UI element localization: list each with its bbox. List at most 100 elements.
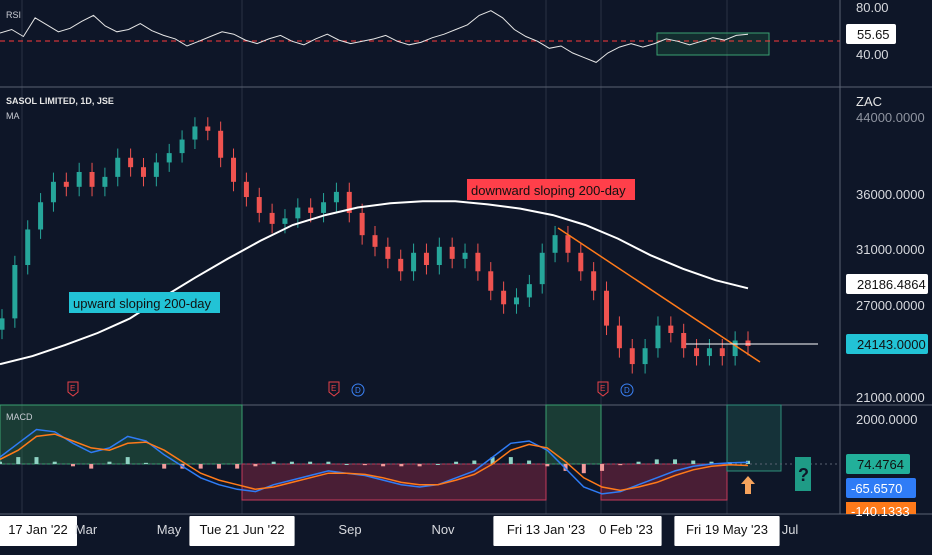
- candle[interactable]: [128, 148, 134, 177]
- macd-histogram-bar[interactable]: [472, 460, 477, 464]
- candle[interactable]: [346, 182, 352, 223]
- macd-histogram-bar[interactable]: [216, 464, 221, 469]
- candle[interactable]: [642, 339, 648, 374]
- candle[interactable]: [359, 203, 365, 245]
- candle[interactable]: [436, 237, 442, 275]
- candle[interactable]: [50, 172, 56, 212]
- candle[interactable]: [694, 339, 700, 366]
- candle[interactable]: [488, 262, 494, 301]
- macd-label[interactable]: MACD: [6, 412, 33, 422]
- earnings-marker-2[interactable]: E: [328, 381, 340, 397]
- candle[interactable]: [629, 339, 635, 374]
- candle[interactable]: [732, 331, 738, 366]
- candle[interactable]: [321, 193, 327, 223]
- price-candles[interactable]: [0, 117, 751, 374]
- candle[interactable]: [333, 182, 339, 212]
- macd-bear-zone-2[interactable]: [600, 463, 728, 501]
- question-marker[interactable]: ?: [795, 457, 811, 491]
- candle[interactable]: [552, 225, 558, 263]
- candle[interactable]: [475, 243, 481, 281]
- macd-bull-zone-1[interactable]: [0, 404, 243, 465]
- macd-histogram[interactable]: [0, 457, 750, 474]
- macd-histogram-bar[interactable]: [417, 464, 422, 467]
- ma-legend[interactable]: MA: [6, 111, 20, 121]
- candle[interactable]: [0, 309, 5, 340]
- candle[interactable]: [243, 172, 249, 207]
- macd-histogram-bar[interactable]: [107, 461, 112, 464]
- candle[interactable]: [63, 172, 69, 197]
- candle[interactable]: [706, 339, 712, 366]
- macd-watch-zone[interactable]: [726, 404, 782, 472]
- candle[interactable]: [449, 237, 455, 269]
- candle[interactable]: [604, 281, 610, 336]
- macd-histogram-bar[interactable]: [454, 461, 459, 464]
- candle[interactable]: [179, 130, 185, 163]
- macd-histogram-bar[interactable]: [381, 464, 386, 467]
- candle[interactable]: [719, 339, 725, 366]
- macd-histogram-bar[interactable]: [198, 464, 203, 469]
- macd-histogram-bar[interactable]: [545, 464, 550, 467]
- macd-histogram-bar[interactable]: [362, 464, 367, 466]
- macd-histogram-bar[interactable]: [52, 461, 57, 464]
- candle[interactable]: [526, 274, 532, 307]
- macd-histogram-bar[interactable]: [16, 457, 21, 464]
- macd-histogram-bar[interactable]: [435, 464, 440, 465]
- macd-histogram-bar[interactable]: [289, 461, 294, 464]
- candle[interactable]: [192, 117, 198, 149]
- candle[interactable]: [591, 262, 597, 301]
- macd-histogram-bar[interactable]: [691, 460, 696, 464]
- macd-histogram-bar[interactable]: [308, 461, 313, 464]
- macd-histogram-bar[interactable]: [490, 457, 495, 464]
- signal-line[interactable]: [0, 433, 749, 492]
- macd-histogram-bar[interactable]: [600, 464, 605, 471]
- candle[interactable]: [76, 162, 82, 197]
- candle[interactable]: [218, 121, 224, 168]
- candle[interactable]: [372, 225, 378, 257]
- candle[interactable]: [89, 162, 95, 197]
- candle[interactable]: [513, 288, 519, 314]
- dividend-marker-1[interactable]: D: [351, 383, 365, 397]
- candle[interactable]: [115, 148, 121, 187]
- candle[interactable]: [102, 167, 108, 197]
- macd-histogram-bar[interactable]: [70, 464, 75, 467]
- candle[interactable]: [38, 193, 44, 239]
- downtrend-line[interactable]: [557, 227, 761, 363]
- macd-histogram-bar[interactable]: [344, 464, 349, 465]
- candle[interactable]: [12, 255, 18, 328]
- candle[interactable]: [385, 237, 391, 269]
- candle[interactable]: [231, 148, 237, 192]
- candle[interactable]: [616, 316, 622, 358]
- candle[interactable]: [423, 243, 429, 275]
- macd-histogram-bar[interactable]: [143, 462, 148, 464]
- macd-histogram-bar[interactable]: [399, 464, 404, 467]
- candle[interactable]: [539, 243, 545, 294]
- macd-histogram-bar[interactable]: [235, 464, 240, 469]
- candle[interactable]: [462, 243, 468, 269]
- candle[interactable]: [256, 187, 262, 223]
- macd-histogram-bar[interactable]: [581, 464, 586, 474]
- candle[interactable]: [205, 117, 211, 141]
- rsi-range-box[interactable]: [656, 32, 770, 56]
- candle[interactable]: [745, 331, 751, 356]
- candle[interactable]: [398, 249, 404, 281]
- rsi-line[interactable]: [0, 10, 749, 63]
- macd-histogram-bar[interactable]: [271, 461, 276, 464]
- candle[interactable]: [308, 198, 314, 223]
- candle[interactable]: [565, 225, 571, 263]
- candle[interactable]: [681, 323, 687, 358]
- macd-histogram-bar[interactable]: [709, 461, 714, 464]
- macd-histogram-bar[interactable]: [654, 459, 659, 464]
- candle[interactable]: [140, 157, 146, 187]
- candle[interactable]: [153, 153, 159, 187]
- macd-bull-zone-2[interactable]: [545, 404, 602, 465]
- macd-histogram-bar[interactable]: [636, 461, 641, 464]
- candle[interactable]: [25, 220, 31, 275]
- candle[interactable]: [655, 316, 661, 358]
- macd-histogram-bar[interactable]: [253, 464, 258, 467]
- ma200-line[interactable]: [0, 200, 749, 366]
- macd-histogram-bar[interactable]: [618, 464, 623, 466]
- macd-histogram-bar[interactable]: [673, 459, 678, 464]
- macd-histogram-bar[interactable]: [0, 461, 2, 464]
- dividend-marker-2[interactable]: D: [620, 383, 634, 397]
